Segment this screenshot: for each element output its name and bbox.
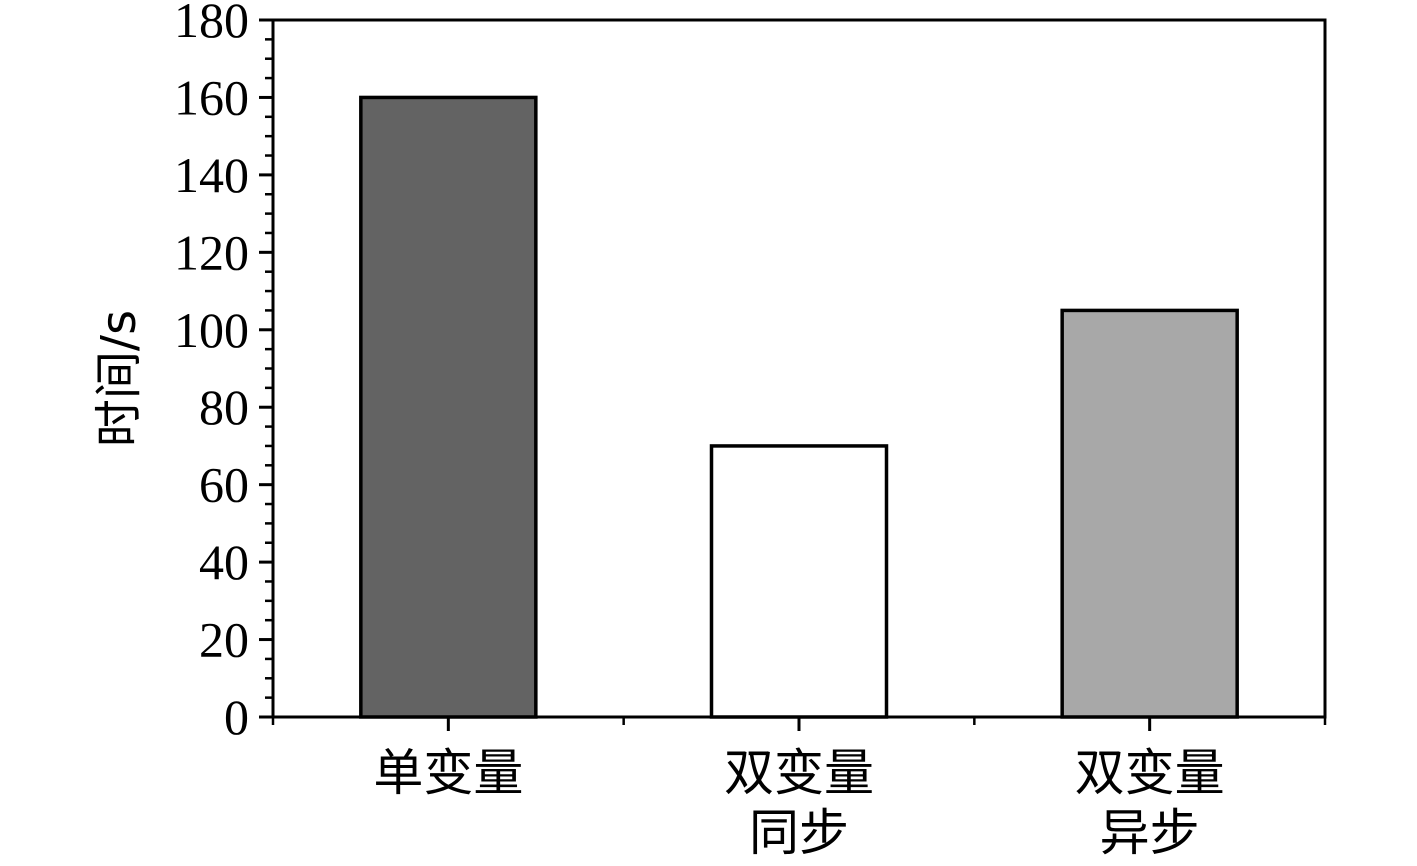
bar-1 (359, 95, 538, 719)
y-tick-label: 180 (174, 0, 249, 48)
plot-frame (271, 18, 1327, 719)
y-tick-label: 20 (199, 612, 249, 668)
labels-group: 0 20 40 60 80 100 120 140 160 180 单变量 双变量同步 双变量异步 (174, 0, 1225, 862)
y-tick-label: 0 (224, 689, 249, 745)
y-axis-title: 时间/s (91, 310, 147, 447)
y-tick-label: 100 (174, 302, 249, 358)
bar-2 (709, 444, 889, 719)
y-tick-label: 120 (174, 224, 249, 280)
y-tick-label: 140 (174, 147, 249, 203)
y-tick-label: 60 (199, 457, 249, 513)
x-category-label: 双变量同步 (724, 744, 874, 862)
x-category-label: 双变量异步 (1075, 744, 1225, 862)
y-tick-label: 160 (174, 69, 249, 125)
bar-3 (1060, 308, 1239, 719)
y-tick-label: 40 (199, 534, 249, 590)
x-category-label: 单变量 (373, 744, 523, 802)
bars-group (359, 95, 1239, 719)
y-tick-label: 80 (199, 379, 249, 435)
